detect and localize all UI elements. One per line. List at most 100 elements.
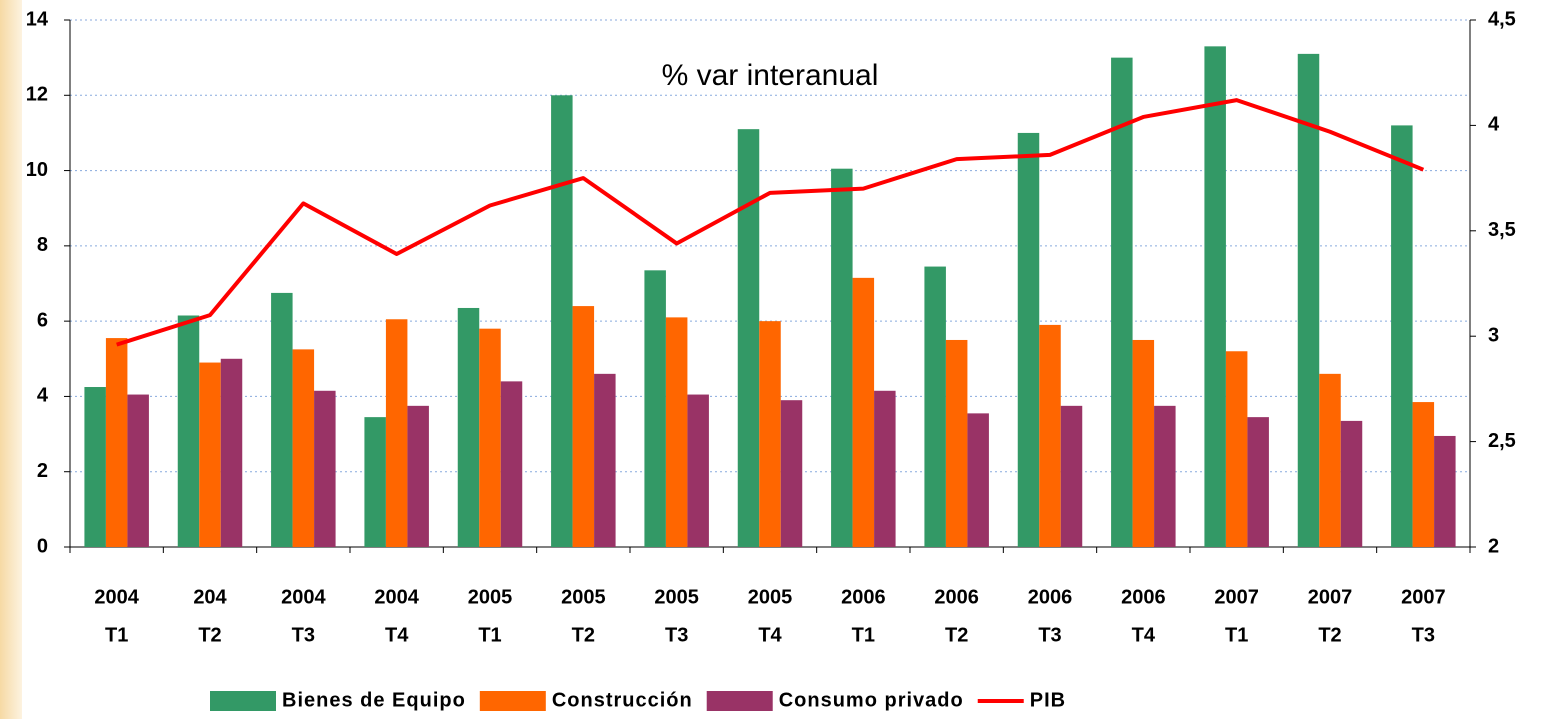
x-tick-label: 2007 bbox=[1401, 586, 1446, 608]
y-tick-label: 10 bbox=[26, 159, 48, 181]
x-tick-label: 2006 bbox=[841, 586, 886, 608]
x-tick-label: T3 bbox=[665, 624, 688, 646]
legend-swatch bbox=[706, 691, 773, 711]
legend-swatch bbox=[210, 691, 276, 711]
bar bbox=[687, 394, 709, 547]
y2-tick-label: 2 bbox=[1488, 535, 1499, 557]
x-tick-label: T4 bbox=[385, 624, 409, 646]
y2-tick-label: 3 bbox=[1488, 324, 1499, 346]
x-tick-label: T3 bbox=[1038, 624, 1061, 646]
x-tick-label: T2 bbox=[198, 624, 221, 646]
bar bbox=[1319, 373, 1341, 547]
bar bbox=[874, 390, 896, 547]
bar bbox=[924, 266, 946, 547]
x-tick-label: T1 bbox=[105, 624, 128, 646]
x-tick-label: 2005 bbox=[654, 586, 699, 608]
bar bbox=[572, 306, 595, 547]
legend-swatch bbox=[479, 691, 546, 711]
x-tick-label: 2005 bbox=[468, 586, 513, 608]
bar bbox=[831, 168, 853, 548]
x-tick-label: T3 bbox=[292, 624, 315, 646]
x-tick-label: 2004 bbox=[374, 586, 419, 608]
bar bbox=[1132, 339, 1155, 547]
bar bbox=[500, 381, 523, 547]
x-tick-label: T3 bbox=[1412, 624, 1435, 646]
legend-label: Construcción bbox=[552, 689, 693, 711]
x-tick-label: 2005 bbox=[748, 586, 793, 608]
y-tick-label: 6 bbox=[37, 309, 48, 331]
bar bbox=[1391, 125, 1413, 548]
y-tick-label: 2 bbox=[37, 460, 48, 482]
legend-label: Bienes de Equipo bbox=[282, 689, 466, 711]
x-tick-label: 204 bbox=[193, 586, 227, 608]
bar bbox=[780, 400, 803, 547]
bar bbox=[271, 292, 293, 547]
bar bbox=[220, 358, 243, 547]
x-tick-label: T4 bbox=[1132, 624, 1156, 646]
bar bbox=[594, 373, 616, 547]
x-tick-label: 2006 bbox=[934, 586, 979, 608]
legend-label: Consumo privado bbox=[779, 689, 964, 711]
bar bbox=[314, 390, 336, 547]
bar bbox=[665, 317, 688, 547]
bar bbox=[1154, 405, 1176, 547]
bar bbox=[852, 277, 875, 547]
bar bbox=[1247, 417, 1269, 547]
x-tick-label: T1 bbox=[1225, 624, 1248, 646]
y2-tick-label: 2,5 bbox=[1488, 430, 1516, 452]
bar bbox=[759, 321, 781, 547]
bar bbox=[1111, 57, 1133, 548]
bar bbox=[1060, 405, 1083, 547]
x-tick-label: T1 bbox=[852, 624, 875, 646]
legend-label: PIB bbox=[1030, 689, 1066, 711]
bar bbox=[177, 315, 200, 547]
x-tick-label: T4 bbox=[758, 624, 782, 646]
y-tick-label: 12 bbox=[26, 84, 48, 106]
bar bbox=[1225, 351, 1248, 547]
y-tick-label: 4 bbox=[37, 385, 49, 407]
y-tick-label: 14 bbox=[26, 8, 49, 30]
x-tick-label: T1 bbox=[478, 624, 501, 646]
bar bbox=[967, 413, 989, 547]
bar bbox=[84, 387, 106, 547]
y-tick-label: 8 bbox=[37, 234, 48, 256]
bar bbox=[105, 338, 128, 547]
x-tick-label: T2 bbox=[572, 624, 595, 646]
bar bbox=[479, 328, 501, 547]
bar bbox=[1412, 402, 1435, 547]
x-tick-label: 2007 bbox=[1308, 586, 1353, 608]
bar bbox=[407, 405, 429, 547]
y2-tick-label: 3,5 bbox=[1488, 219, 1516, 241]
annotation: % var interanual bbox=[662, 59, 879, 92]
bar bbox=[551, 95, 573, 548]
bar bbox=[127, 394, 149, 547]
x-tick-label: 2006 bbox=[1121, 586, 1166, 608]
bar bbox=[457, 307, 480, 547]
x-tick-label: T2 bbox=[945, 624, 968, 646]
bar bbox=[1039, 324, 1061, 547]
bar bbox=[1340, 420, 1363, 547]
bar bbox=[945, 339, 968, 547]
bar bbox=[1434, 435, 1456, 547]
x-tick-label: 2007 bbox=[1214, 586, 1259, 608]
y2-tick-label: 4,5 bbox=[1488, 8, 1516, 30]
y2-tick-label: 4 bbox=[1488, 114, 1500, 136]
bar bbox=[1204, 46, 1226, 547]
line bbox=[116, 98, 1425, 347]
bar bbox=[385, 319, 408, 547]
x-tick-label: 2005 bbox=[561, 586, 606, 608]
bar bbox=[1017, 132, 1040, 547]
side-strip bbox=[0, 0, 22, 719]
bar bbox=[364, 417, 386, 547]
x-tick-label: 2006 bbox=[1028, 586, 1073, 608]
y-tick-label: 0 bbox=[37, 535, 48, 557]
bar bbox=[644, 270, 666, 547]
bar bbox=[1297, 53, 1320, 547]
x-tick-label: T2 bbox=[1318, 624, 1341, 646]
x-tick-label: 2004 bbox=[281, 586, 326, 608]
bar bbox=[199, 362, 221, 547]
bar bbox=[292, 349, 315, 547]
x-tick-label: 2004 bbox=[94, 586, 139, 608]
bar bbox=[737, 129, 760, 547]
